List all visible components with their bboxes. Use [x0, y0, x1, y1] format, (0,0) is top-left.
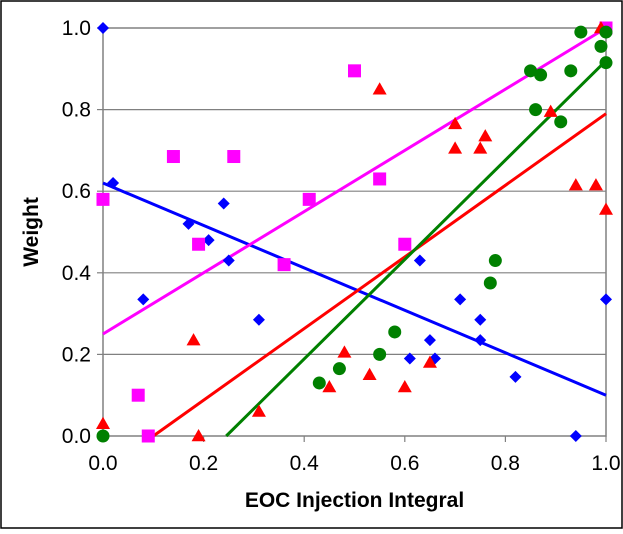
diamond-point: [569, 430, 582, 442]
diamond-point: [413, 254, 426, 267]
triangle-point: [478, 129, 493, 142]
square-point: [96, 192, 110, 206]
y-axis-title: Weight: [20, 197, 43, 267]
diamond-trend-line: [102, 181, 607, 397]
tick-labels: 0.0 0.2 0.4 0.6 0.8 1.0 0.0 0.2 0.4 0.6 0.8 1.0: [62, 17, 621, 475]
y-tick-label: 0.6: [62, 180, 91, 203]
circle-point: [483, 276, 497, 290]
y-tick-label: 0.2: [62, 343, 91, 366]
square-point: [398, 237, 412, 251]
x-axis-title: EOC Injection Integral: [245, 489, 464, 512]
triangle-point: [543, 104, 558, 117]
plot-area-frame: [102, 27, 607, 437]
diamond-point: [202, 234, 215, 247]
circle-point: [534, 68, 548, 82]
triangle-point: [599, 202, 613, 215]
triangle-point: [337, 345, 352, 358]
circle-point: [529, 103, 543, 117]
triangle-point: [473, 141, 488, 154]
circle-point: [554, 115, 568, 129]
circle-point: [594, 39, 608, 53]
triangle-point: [362, 367, 377, 381]
data-points: [96, 21, 613, 443]
triangle-point: [397, 380, 412, 393]
square-point: [373, 172, 387, 186]
square-point: [166, 150, 180, 164]
diamond-point: [600, 293, 612, 306]
diamond-point: [222, 254, 235, 267]
triangle-point: [588, 178, 603, 191]
x-tick-label: 0.6: [390, 452, 419, 475]
diamond-point: [97, 22, 109, 34]
circle-point: [574, 25, 588, 39]
triangle-point: [422, 355, 437, 368]
diamond-point: [217, 197, 230, 210]
diamond-point: [107, 177, 120, 190]
circle-point: [488, 254, 502, 268]
circle-point: [332, 362, 346, 376]
circle-point: [388, 325, 402, 339]
square-point: [348, 64, 361, 78]
triangle-point: [448, 141, 463, 154]
diamond-point: [423, 334, 436, 347]
square-point: [227, 150, 241, 164]
triangle-point: [372, 82, 387, 95]
x-tick-label: 0.4: [290, 452, 320, 475]
x-tick-label: 0.0: [88, 452, 117, 475]
circle-point: [312, 376, 326, 390]
circle-point: [564, 64, 578, 78]
diamond-point: [474, 334, 487, 347]
y-tick-label: 0.0: [62, 425, 91, 448]
circle-point: [373, 347, 387, 361]
triangle-point: [448, 116, 463, 130]
trend-lines: [102, 26, 608, 438]
square-point: [277, 258, 291, 272]
triangle-point: [186, 333, 201, 346]
square-point: [192, 237, 206, 251]
x-tick-label: 1.0: [591, 452, 620, 475]
y-tick-label: 0.8: [62, 99, 91, 122]
diamond-point: [252, 313, 265, 326]
circle-point: [96, 429, 110, 443]
square-trend-line: [102, 26, 607, 336]
triangle-trend-line: [152, 112, 607, 438]
diamond-point: [403, 352, 416, 365]
triangle-point: [568, 178, 583, 191]
triangle-point: [251, 404, 266, 417]
triangle-point: [322, 380, 337, 393]
diamond-point: [454, 293, 467, 306]
diamond-point: [182, 217, 195, 230]
square-point: [302, 192, 316, 206]
x-tick-label: 0.8: [491, 452, 520, 475]
x-tick-label: 0.2: [189, 452, 218, 475]
circle-point: [599, 56, 613, 70]
gridlines: [97, 27, 607, 442]
diamond-point: [474, 313, 487, 326]
square-point: [131, 388, 145, 402]
y-tick-label: 0.4: [62, 262, 92, 285]
circle-point: [524, 64, 538, 78]
circle-point: [599, 25, 613, 39]
diamond-point: [509, 370, 522, 383]
circle-trend-line: [225, 59, 608, 438]
diamond-point: [137, 293, 150, 306]
y-tick-label: 1.0: [62, 17, 91, 40]
square-point: [141, 429, 155, 443]
triangle-point: [191, 429, 206, 442]
triangle-point: [96, 416, 110, 430]
